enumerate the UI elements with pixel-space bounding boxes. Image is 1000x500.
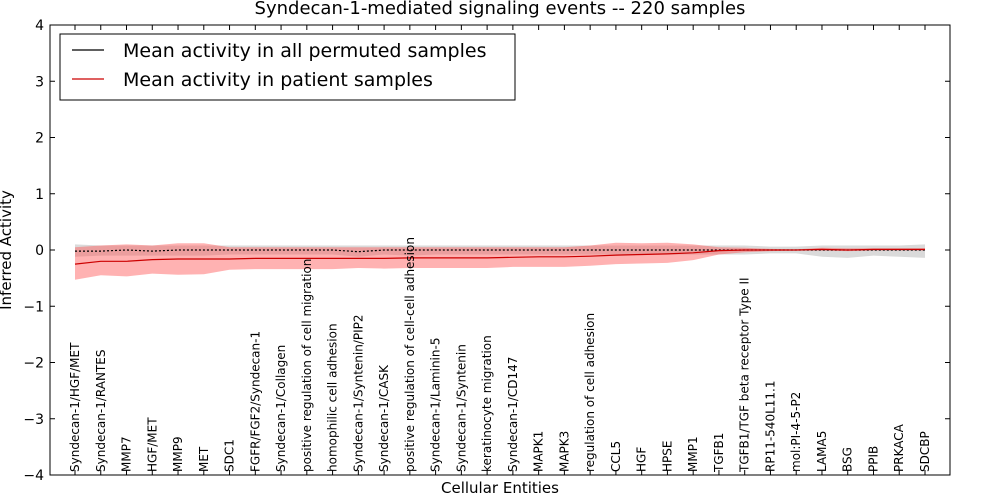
x-category-label: MMP9: [171, 436, 185, 472]
y-axis-title: Inferred Activity: [0, 190, 15, 310]
band-series-2: [75, 242, 925, 280]
y-tick-label: 0: [35, 243, 44, 259]
y-tick-label: 2: [35, 131, 44, 147]
chart-title: Syndecan-1-mediated signaling events -- …: [255, 0, 746, 19]
x-category-label: LAMA5: [815, 431, 829, 472]
line-series-2: [74, 248, 925, 265]
x-category-label: HGF: [635, 447, 649, 472]
x-category-label: BSG: [841, 447, 855, 472]
x-category-label: TGFB1/TGF beta receptor Type II: [738, 277, 752, 473]
x-category-label: Syndecan-1/Collagen: [274, 345, 288, 472]
series-lines: [74, 248, 925, 265]
x-category-label: Syndecan-1/Syntenin: [454, 344, 468, 472]
x-axis-title: Cellular Entities: [441, 479, 559, 497]
y-axis: −4 −3 −2 −1 0 1 2 3 4: [23, 18, 950, 484]
x-category-label: HGF/MET: [145, 417, 159, 472]
x-category-label: HPSE: [660, 441, 674, 472]
x-category-label: Syndecan-1/Syntenin/PIP2: [351, 314, 365, 472]
x-category-label: mol:PI-4-5-P2: [789, 392, 803, 472]
x-category-label: MET: [197, 446, 211, 472]
y-tick-label: −3: [23, 412, 44, 428]
x-category-label: positive regulation of cell migration: [300, 259, 314, 472]
y-tick-label: 4: [35, 18, 44, 34]
confidence-bands: [75, 242, 925, 280]
x-category-label: homophilic cell adhesion: [326, 323, 340, 472]
x-category-label: MMP7: [120, 436, 134, 472]
x-category-label: Syndecan-1/RANTES: [94, 350, 108, 472]
x-category-label: regulation of cell adhesion: [583, 313, 597, 472]
x-category-label: Syndecan-1/Laminin-5: [429, 338, 443, 472]
x-category-label: CCL5: [609, 441, 623, 472]
y-tick-label: −2: [23, 356, 44, 372]
x-category-label: keratinocyte migration: [480, 335, 494, 472]
x-category-label: TGFB1: [712, 433, 726, 473]
x-category-label: positive regulation of cell-cell adhesio…: [403, 237, 417, 472]
y-tick-label: 1: [35, 187, 44, 203]
legend-box: [59, 33, 516, 101]
legend-label-2: Mean activity in patient samples: [123, 69, 433, 91]
x-category-label: FGFR/FGF2/Syndecan-1: [248, 331, 262, 472]
legend-label-1: Mean activity in all permuted samples: [123, 40, 486, 62]
y-tick-label: −1: [23, 299, 44, 315]
x-category-label: SDC1: [223, 439, 237, 472]
y-tick-label: −4: [23, 468, 44, 484]
band-series-1: [75, 244, 925, 258]
x-category-label: Syndecan-1/CASK: [377, 364, 391, 472]
x-category-label: Syndecan-1/CD147: [506, 357, 520, 472]
x-axis: Syndecan-1/HGF/MET Syndecan-1/RANTES MMP7 H…: [68, 25, 932, 475]
x-category-label: RP11-540L11.1: [764, 381, 778, 472]
x-category-label: MAPK3: [557, 431, 571, 472]
x-category-label: MAPK1: [532, 431, 546, 472]
x-category-label: Syndecan-1/HGF/MET: [68, 342, 82, 472]
x-category-label: PPIB: [867, 446, 881, 472]
y-tick-label: 3: [35, 74, 44, 90]
legend: Mean activity in all permuted samples Mea…: [59, 33, 516, 101]
x-category-label: SDCBP: [918, 431, 932, 472]
x-category-label: PRKACA: [892, 423, 906, 472]
x-category-label: MMP1: [686, 436, 700, 472]
